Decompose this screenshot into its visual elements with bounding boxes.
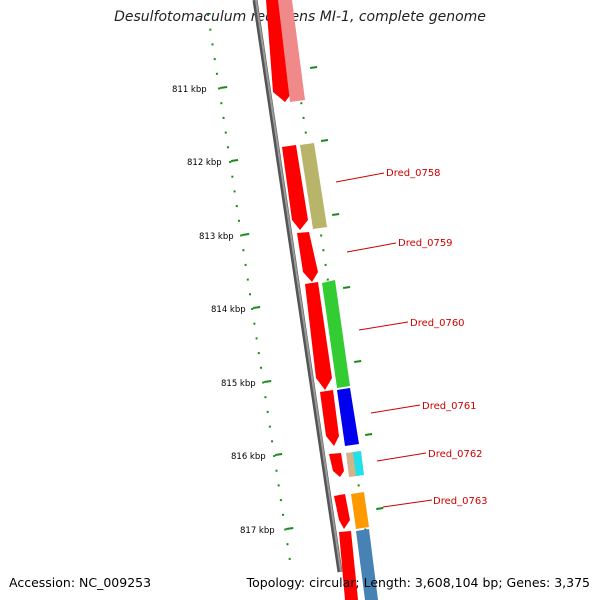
scale-major-tick [342, 286, 351, 289]
scale-major-tick [275, 453, 283, 456]
gene-arrow[interactable] [329, 453, 344, 477]
scale-dot [253, 322, 256, 325]
scale-dot [248, 293, 251, 296]
forward-strand-genes [278, 0, 378, 600]
scale-dot [304, 131, 307, 134]
callout-lines [335, 172, 433, 508]
scale-major-tick [264, 380, 272, 383]
scale-major-tick [242, 233, 250, 236]
scale-dot [266, 410, 269, 413]
scale-dot [284, 528, 287, 531]
tick-label-815: 815 kbp [221, 379, 256, 389]
scale-dot [264, 396, 267, 399]
scale-dot [220, 102, 223, 105]
tick-label-814: 814 kbp [211, 305, 246, 315]
scale-dot [237, 219, 240, 222]
scale-dot [218, 87, 221, 90]
scale-major-tick [376, 507, 384, 510]
scale-major-tick [365, 433, 373, 436]
scale-major-tick [309, 66, 318, 69]
gene-arrow[interactable] [339, 531, 358, 600]
scale-dot [273, 455, 276, 457]
gene-arrow[interactable] [282, 145, 308, 230]
accession-text: Accession: NC_009253 [9, 575, 152, 590]
gene-label-dred-0758[interactable]: Dred_0758 [386, 168, 441, 179]
gene-label-dred-0762[interactable]: Dred_0762 [428, 449, 483, 460]
scale-dot [207, 14, 210, 16]
scale-dot [257, 352, 260, 355]
scale-dot [268, 425, 271, 428]
scale-dot [302, 116, 305, 119]
gene-block-green[interactable] [322, 280, 350, 388]
gene-block-pink[interactable] [278, 0, 305, 102]
scale-major-tick [286, 527, 294, 530]
scale-major-tick [332, 213, 340, 216]
scale-dot [324, 263, 327, 266]
gene-arrow[interactable] [297, 232, 318, 282]
scale-dot [279, 499, 282, 502]
map-title: Desulfotomaculum reducens MI-1, complete… [114, 9, 486, 25]
reverse-strand-genes [266, 0, 358, 600]
scale-major-tick [354, 360, 362, 363]
scale-dot [211, 43, 214, 46]
tick-label-812: 812 kbp [187, 158, 222, 168]
genome-summary: Topology: circular; Length: 3,608,104 bp… [246, 575, 590, 590]
backbone [252, 0, 343, 573]
scale-dot [209, 28, 212, 31]
gene-block-cyan[interactable] [353, 451, 364, 476]
scale-dot [288, 557, 291, 560]
gene-block-blue[interactable] [337, 388, 359, 446]
scale-dot [231, 175, 234, 178]
scale-dot [320, 234, 323, 237]
gene-labels: Dred_0758 Dred_0759 Dred_0760 Dred_0761 … [386, 168, 488, 507]
scale-dot [213, 58, 216, 61]
scale-dot [282, 513, 285, 516]
gene-arrow[interactable] [320, 390, 339, 446]
scale-labels: 811 kbp 812 kbp 813 kbp 814 kbp 815 kbp … [172, 85, 275, 536]
scale-dot [262, 381, 265, 384]
scale-dot [224, 131, 227, 134]
tick-label-811: 811 kbp [172, 85, 207, 95]
gene-label-dred-0759[interactable]: Dred_0759 [398, 238, 453, 249]
scale-major-tick [230, 159, 239, 162]
scale-dot [357, 484, 360, 487]
scale-dot [215, 72, 218, 75]
scale-dot [242, 249, 245, 252]
gene-arrow[interactable] [334, 494, 350, 529]
scale-dot [364, 528, 367, 531]
gene-block-orange[interactable] [351, 492, 369, 529]
scale-dot [255, 337, 258, 340]
gene-label-dred-0761[interactable]: Dred_0761 [422, 401, 477, 412]
scale-dot [244, 263, 247, 266]
scale-dot [326, 278, 329, 281]
scale-dot [260, 366, 263, 369]
scale-dot [222, 116, 225, 119]
scale-dot [251, 308, 254, 310]
scale-dot [246, 278, 249, 281]
gene-block-steelblue[interactable] [356, 529, 378, 600]
tick-label-813: 813 kbp [199, 232, 234, 242]
gene-arrow[interactable] [305, 282, 332, 390]
scale-dot [229, 161, 232, 163]
scale-major-tick [252, 306, 261, 309]
scale-dot [233, 190, 236, 193]
scale-dot [286, 543, 289, 546]
scale-major-tick [219, 86, 228, 89]
scale-dot [226, 146, 229, 149]
gene-label-dred-0763[interactable]: Dred_0763 [433, 496, 488, 507]
scale-major-tick [320, 139, 329, 142]
scale-dot [240, 234, 243, 237]
scale-dot [322, 249, 325, 252]
tick-label-816: 816 kbp [231, 452, 266, 462]
scale-dot [235, 205, 238, 208]
scale-dot [275, 469, 278, 472]
scale-dot [300, 102, 303, 105]
gene-label-dred-0760[interactable]: Dred_0760 [410, 318, 465, 329]
scale-dot [271, 440, 274, 443]
tick-label-817: 817 kbp [240, 526, 275, 536]
scale-dot [277, 484, 280, 487]
gene-block-khaki[interactable] [300, 143, 327, 229]
